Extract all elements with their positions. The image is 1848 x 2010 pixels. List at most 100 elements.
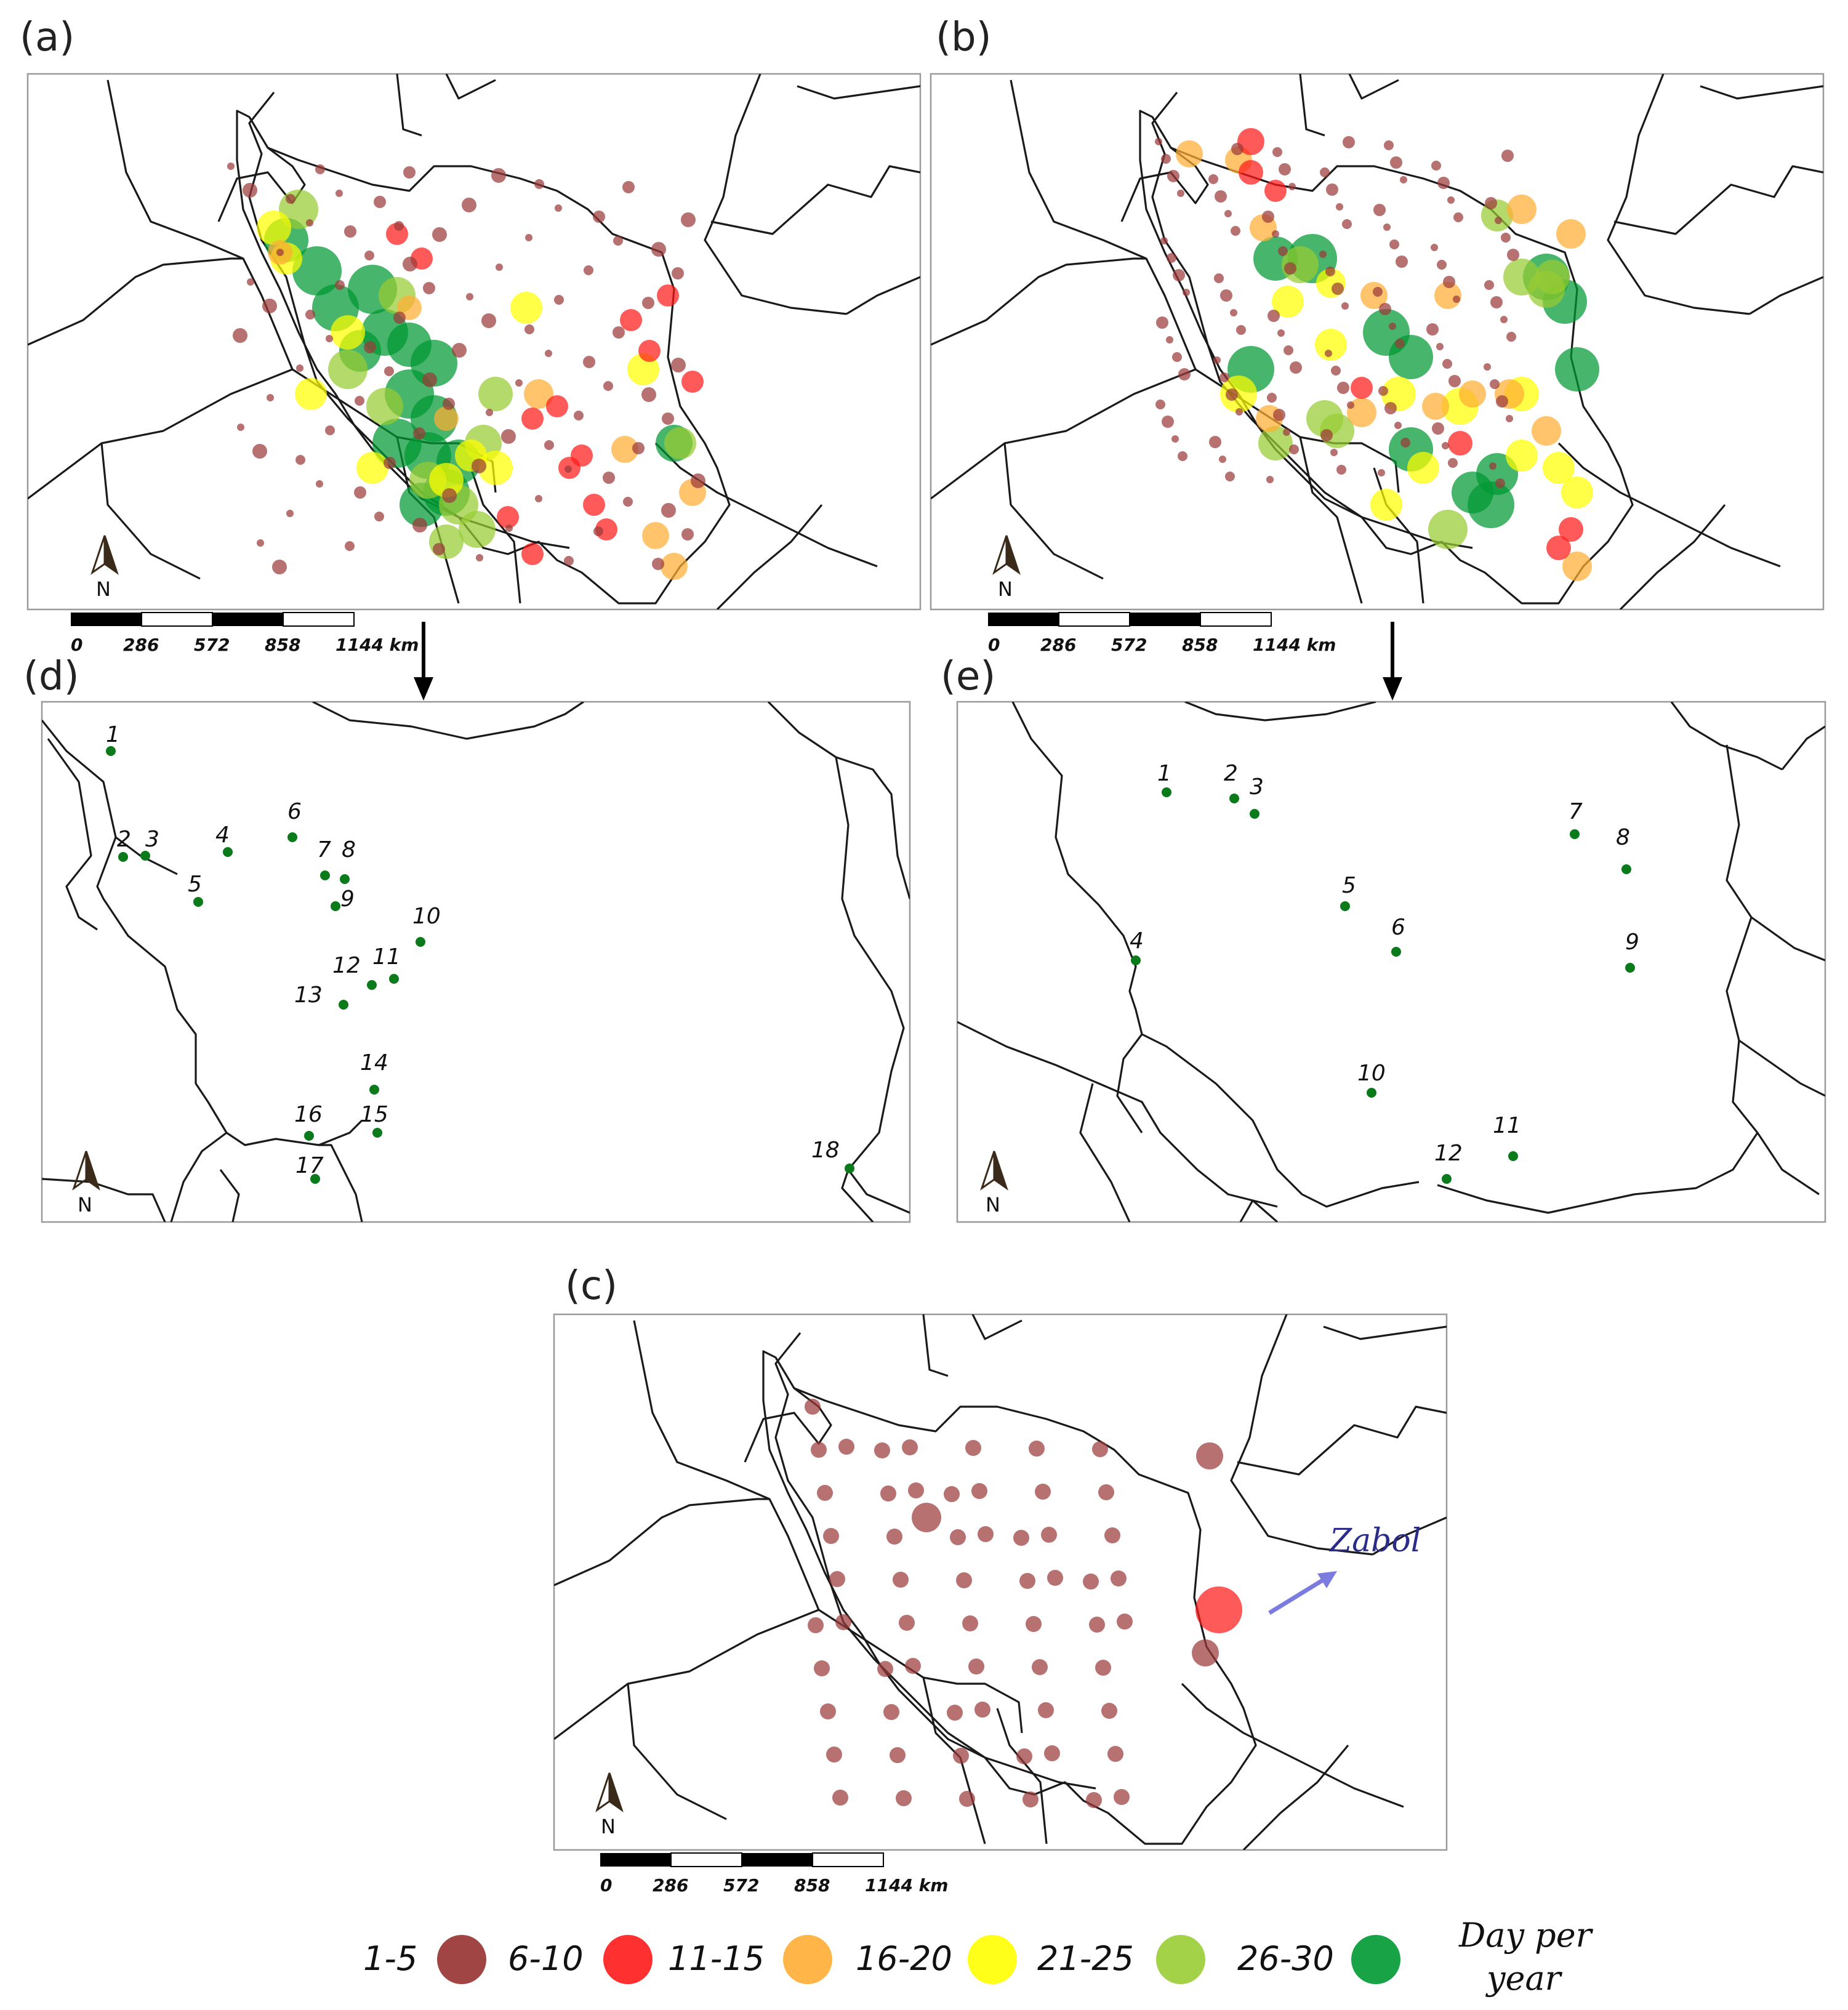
station-dot xyxy=(432,227,447,242)
panel-d-frame xyxy=(41,701,911,1223)
station-dot xyxy=(374,512,384,521)
station-dot xyxy=(584,265,593,275)
station-dot xyxy=(950,1529,966,1545)
zabol-station-dot xyxy=(1195,1586,1242,1633)
station-dot xyxy=(1032,1659,1048,1675)
station-dot xyxy=(1448,375,1461,387)
site-marker xyxy=(310,1174,320,1184)
station-dot xyxy=(1290,361,1302,374)
arrow-b-to-e xyxy=(1383,622,1402,701)
station-dot xyxy=(1332,283,1344,295)
station-dot xyxy=(374,196,386,208)
station-dot xyxy=(1156,316,1168,329)
station-dot xyxy=(434,406,459,431)
station-dot xyxy=(912,1503,941,1532)
site-marker xyxy=(367,980,377,990)
site-marker xyxy=(1250,809,1259,819)
scale-tick-0: 0 xyxy=(71,635,82,655)
station-dot xyxy=(459,511,496,548)
station-dot xyxy=(613,236,623,246)
station-dot xyxy=(331,315,365,350)
station-dot xyxy=(555,204,562,212)
station-dot xyxy=(1422,393,1449,420)
station-dot xyxy=(902,1439,918,1455)
station-dot xyxy=(896,1790,912,1806)
station-dot xyxy=(1501,233,1511,243)
station-dot xyxy=(1220,289,1232,302)
station-dot xyxy=(1400,438,1410,448)
station-dot xyxy=(965,1440,981,1456)
legend-label-16-20: 16-20 xyxy=(856,1939,952,1978)
station-dot xyxy=(1336,203,1343,211)
station-dot xyxy=(237,424,244,431)
station-dot xyxy=(1167,170,1179,182)
station-dot xyxy=(257,211,291,245)
station-dot xyxy=(1336,465,1346,475)
station-dot xyxy=(478,451,513,485)
site-marker xyxy=(106,746,116,756)
station-dot xyxy=(947,1705,963,1721)
station-dot xyxy=(908,1482,924,1498)
panel-b: (b) N 0 286 572 858 1144 km xyxy=(930,15,1825,655)
panel-b-north-arrow: N xyxy=(993,534,1020,601)
station-dot xyxy=(335,280,345,290)
station-dot xyxy=(890,1747,906,1763)
station-dot xyxy=(1448,458,1458,468)
station-dot xyxy=(292,246,342,295)
station-dot xyxy=(443,398,455,410)
station-dot xyxy=(691,473,705,488)
station-dot xyxy=(1453,212,1463,222)
station-dot xyxy=(883,1704,899,1720)
station-dot xyxy=(1384,402,1397,414)
legend-title-line1: Day per xyxy=(1458,1916,1594,1955)
station-dot xyxy=(620,309,642,331)
scale-tick-286: 286 xyxy=(1040,635,1076,655)
station-dot xyxy=(1267,393,1277,403)
site-label: 18 xyxy=(811,1138,840,1163)
station-dot xyxy=(874,1442,890,1458)
station-dot xyxy=(442,488,457,503)
station-dot xyxy=(1176,140,1203,167)
panel-c-stations xyxy=(805,1399,1242,1808)
station-dot xyxy=(1283,428,1290,436)
scale-tick-858: 858 xyxy=(265,635,300,655)
station-dot xyxy=(564,556,574,566)
legend-label-26-30: 26-30 xyxy=(1237,1939,1334,1978)
panel-d-north-arrow: N xyxy=(73,1150,100,1216)
station-dot xyxy=(968,1658,984,1674)
station-dot xyxy=(345,541,355,551)
site-marker xyxy=(1391,947,1401,957)
station-dot xyxy=(1111,1570,1127,1586)
station-dot xyxy=(496,263,503,271)
station-dot xyxy=(1447,196,1455,204)
station-dot xyxy=(1495,478,1505,488)
station-dot xyxy=(1448,431,1472,456)
zabol-label: Zabol xyxy=(1328,1522,1421,1559)
station-dot xyxy=(1436,343,1444,350)
station-dot xyxy=(286,194,295,204)
station-dot xyxy=(1400,176,1407,183)
station-dot xyxy=(505,525,513,532)
station-dot xyxy=(1272,286,1304,318)
station-dot xyxy=(603,472,615,484)
station-dot xyxy=(1266,476,1274,483)
station-dot xyxy=(805,1399,821,1415)
station-dot xyxy=(1562,552,1592,581)
station-dot xyxy=(832,1790,848,1806)
station-dot xyxy=(393,312,406,324)
station-dot xyxy=(1325,350,1332,357)
legend-title-line2: year xyxy=(1485,1959,1563,1998)
site-label: 5 xyxy=(1342,873,1356,898)
station-dot xyxy=(1501,150,1514,162)
panel-e-north-arrow: N xyxy=(981,1150,1008,1216)
station-dot xyxy=(491,168,506,183)
site-label: 17 xyxy=(295,1153,324,1178)
station-dot xyxy=(664,427,696,459)
station-dot xyxy=(603,381,613,391)
station-dot xyxy=(429,463,464,497)
station-dot xyxy=(808,1617,824,1633)
station-dot xyxy=(328,350,368,389)
station-dot xyxy=(681,371,704,393)
panel-d-label: (d) xyxy=(23,654,79,699)
site-marker xyxy=(1340,901,1350,911)
